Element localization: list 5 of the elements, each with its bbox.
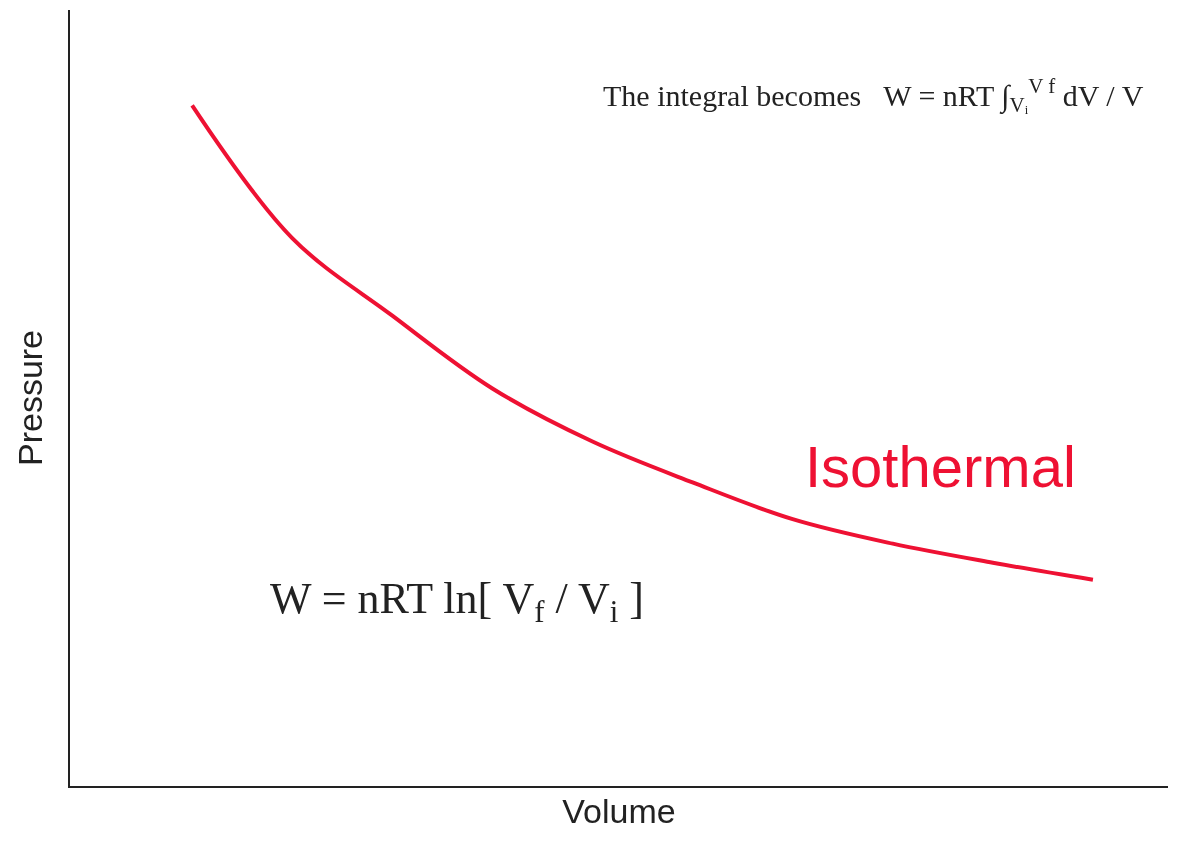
series-label: Isothermal	[805, 434, 1076, 499]
annotation: The integral becomes W = nRT ∫$_{Vᵢ}$$^{V f}$ dV / V	[603, 74, 1144, 117]
x-axis-title: Volume	[562, 792, 676, 831]
annotation: W = nRT ln[ V$_{f}$ / V$_{i}$ ]	[270, 574, 644, 630]
y-axis-title: Pressure	[11, 329, 50, 467]
